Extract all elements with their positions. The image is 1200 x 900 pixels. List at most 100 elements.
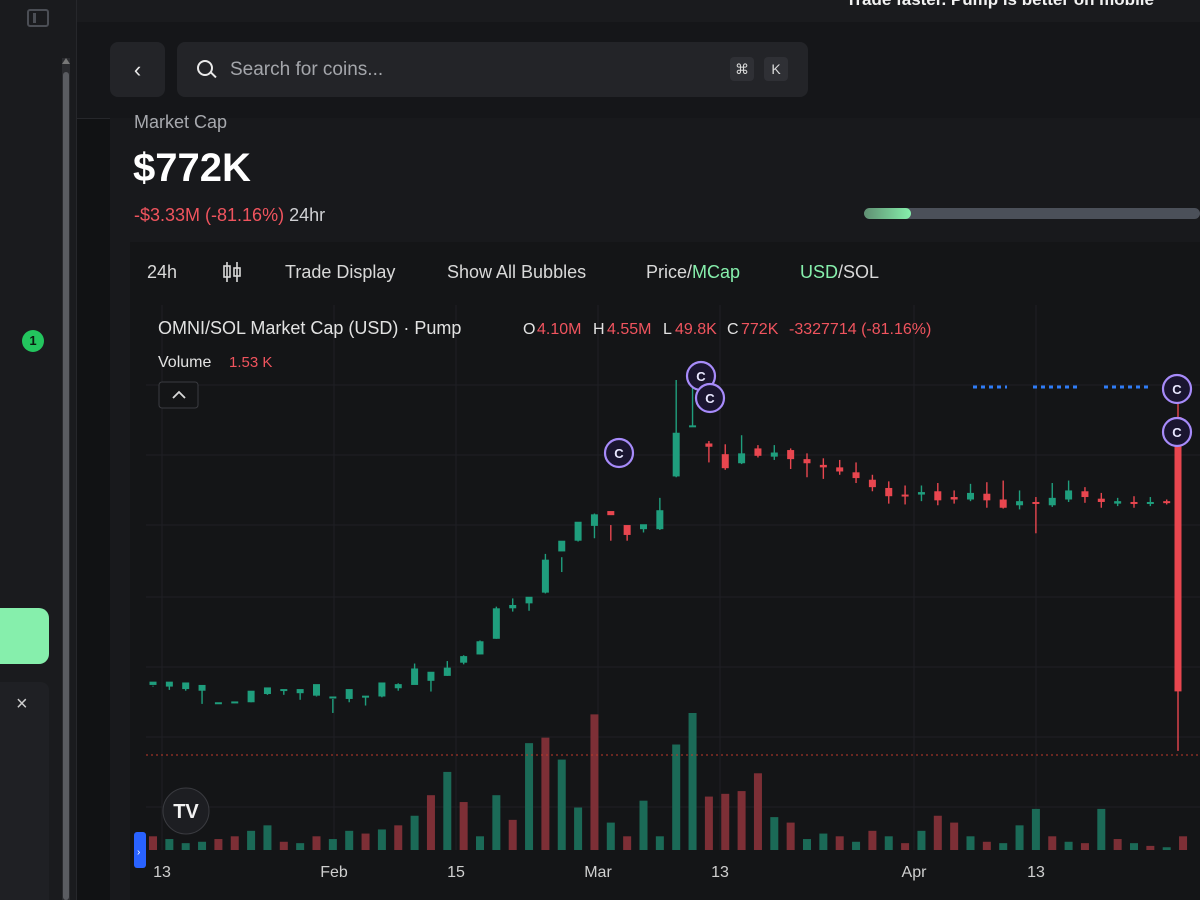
candle-body-7	[263, 687, 271, 695]
open-value: 4.10M	[537, 321, 581, 338]
market-cap-value: $772K	[133, 146, 251, 190]
usd-option[interactable]: USD	[800, 262, 839, 282]
sidebar-toggle-icon[interactable]	[27, 9, 49, 27]
candle-body-0	[149, 681, 157, 685]
scrollbar-thumb[interactable]	[63, 72, 69, 900]
candle-body-24	[541, 559, 549, 593]
volume-bars	[149, 713, 1188, 850]
show-all-bubbles-button[interactable]: Show All Bubbles	[447, 262, 587, 282]
volume-bar-27	[590, 714, 599, 850]
trade-display-button[interactable]: Trade Display	[285, 262, 396, 282]
volume-bar-22	[508, 819, 517, 850]
volume-bar-12	[345, 830, 354, 850]
candle-body-42	[836, 467, 844, 472]
open-label: O	[523, 321, 535, 338]
candlesticks	[149, 380, 1182, 751]
candle-body-18	[443, 667, 451, 676]
candle-body-45	[885, 487, 893, 497]
volume-bar-25	[557, 759, 566, 850]
volume-bar-32	[672, 744, 681, 850]
x-tick-label-5: Apr	[902, 864, 928, 881]
bubble-marker-0[interactable]	[603, 437, 635, 469]
close-label: C	[727, 321, 739, 338]
volume-bar-11	[328, 839, 337, 850]
sol-option[interactable]: SOL	[843, 262, 880, 282]
volume-bar-17	[426, 795, 435, 850]
bubble-marker-3[interactable]	[1161, 373, 1193, 405]
tradingview-logo[interactable]	[162, 787, 210, 835]
candle-body-32	[672, 432, 680, 477]
close-icon[interactable]: ×	[16, 693, 28, 715]
candle-body-48	[934, 491, 942, 501]
candle-body-1	[165, 681, 173, 687]
mobile-banner-text[interactable]: Trade faster. Pump is better on mobile	[846, 0, 1154, 10]
scroll-up-arrow-icon[interactable]	[62, 58, 70, 64]
price-option[interactable]: Price	[646, 262, 688, 282]
volume-bar-18	[443, 771, 452, 850]
candle-body-44	[868, 479, 876, 488]
usd-sol-toggle[interactable]: USD/SOL	[800, 262, 879, 283]
candle-body-55	[1048, 497, 1056, 506]
volume-bar-42	[835, 836, 844, 850]
primary-action-button[interactable]	[0, 608, 49, 664]
candle-body-61	[1146, 501, 1154, 504]
volume-label: Volume	[158, 354, 211, 371]
chart-container	[130, 242, 1200, 900]
candle-body-31	[656, 510, 664, 530]
search-input[interactable]: Search for coins...	[230, 59, 384, 80]
high-label: H	[593, 321, 605, 338]
volume-bar-1	[165, 839, 174, 850]
x-tick-label-2: 15	[447, 864, 465, 881]
volume-bar-60	[1130, 843, 1138, 850]
candle-body-60	[1130, 501, 1138, 504]
volume-bar-40	[803, 839, 811, 850]
price-mcap-toggle[interactable]: Price/MCap	[646, 262, 740, 283]
candle-body-52	[999, 499, 1007, 508]
volume-bar-39	[786, 822, 795, 850]
volume-bar-49	[950, 822, 959, 850]
collapse-legend-button[interactable]	[158, 381, 199, 409]
volume-bar-10	[312, 836, 321, 850]
candle-body-12	[345, 689, 353, 699]
mcap-option[interactable]: MCap	[692, 262, 741, 282]
candlestick-icon[interactable]	[222, 260, 242, 284]
volume-bar-62	[1162, 847, 1171, 850]
x-tick-label-6: 13	[1027, 864, 1045, 881]
candle-body-49	[950, 497, 958, 500]
bubble-label-2: C	[705, 391, 715, 406]
candle-body-21	[492, 608, 500, 639]
volume-bar-34	[704, 796, 713, 850]
volume-bar-48	[933, 815, 942, 850]
volume-bar-4	[214, 839, 223, 850]
bonding-curve-progress-fill	[864, 208, 912, 219]
close-value: 772K	[741, 321, 779, 338]
notification-badge[interactable]: 1	[22, 330, 44, 352]
low-label: L	[663, 321, 672, 338]
bubble-marker-4[interactable]	[1161, 416, 1193, 448]
candle-body-8	[280, 689, 288, 692]
market-cap-label: Market Cap	[134, 112, 228, 132]
volume-bar-26	[574, 807, 583, 850]
change-value: -$3.33M (-81.16%)	[134, 205, 285, 225]
volume-bar-52	[999, 843, 1008, 850]
search-bar[interactable]: Search for coins... ⌘ K	[177, 42, 808, 97]
candle-body-30	[640, 524, 647, 530]
timeline-scroll-handle[interactable]	[134, 832, 146, 868]
volume-bar-44	[868, 830, 877, 850]
candle-body-35	[721, 454, 729, 469]
candle-body-11	[329, 696, 337, 699]
candle-body-63	[1174, 417, 1182, 692]
candle-body-13	[362, 695, 370, 698]
candle-body-15	[394, 684, 402, 689]
candle-body-36	[738, 453, 746, 464]
volume-bar-20	[476, 836, 484, 850]
interval-button[interactable]: 24h	[147, 262, 178, 282]
x-tick-label-4: 13	[711, 864, 729, 881]
volume-bar-35	[721, 793, 730, 850]
bubble-marker-2[interactable]	[694, 382, 726, 414]
volume-bar-56	[1064, 841, 1073, 850]
back-button[interactable]: ‹	[110, 42, 165, 97]
volume-bar-21	[492, 795, 501, 850]
candle-body-62	[1163, 501, 1171, 504]
